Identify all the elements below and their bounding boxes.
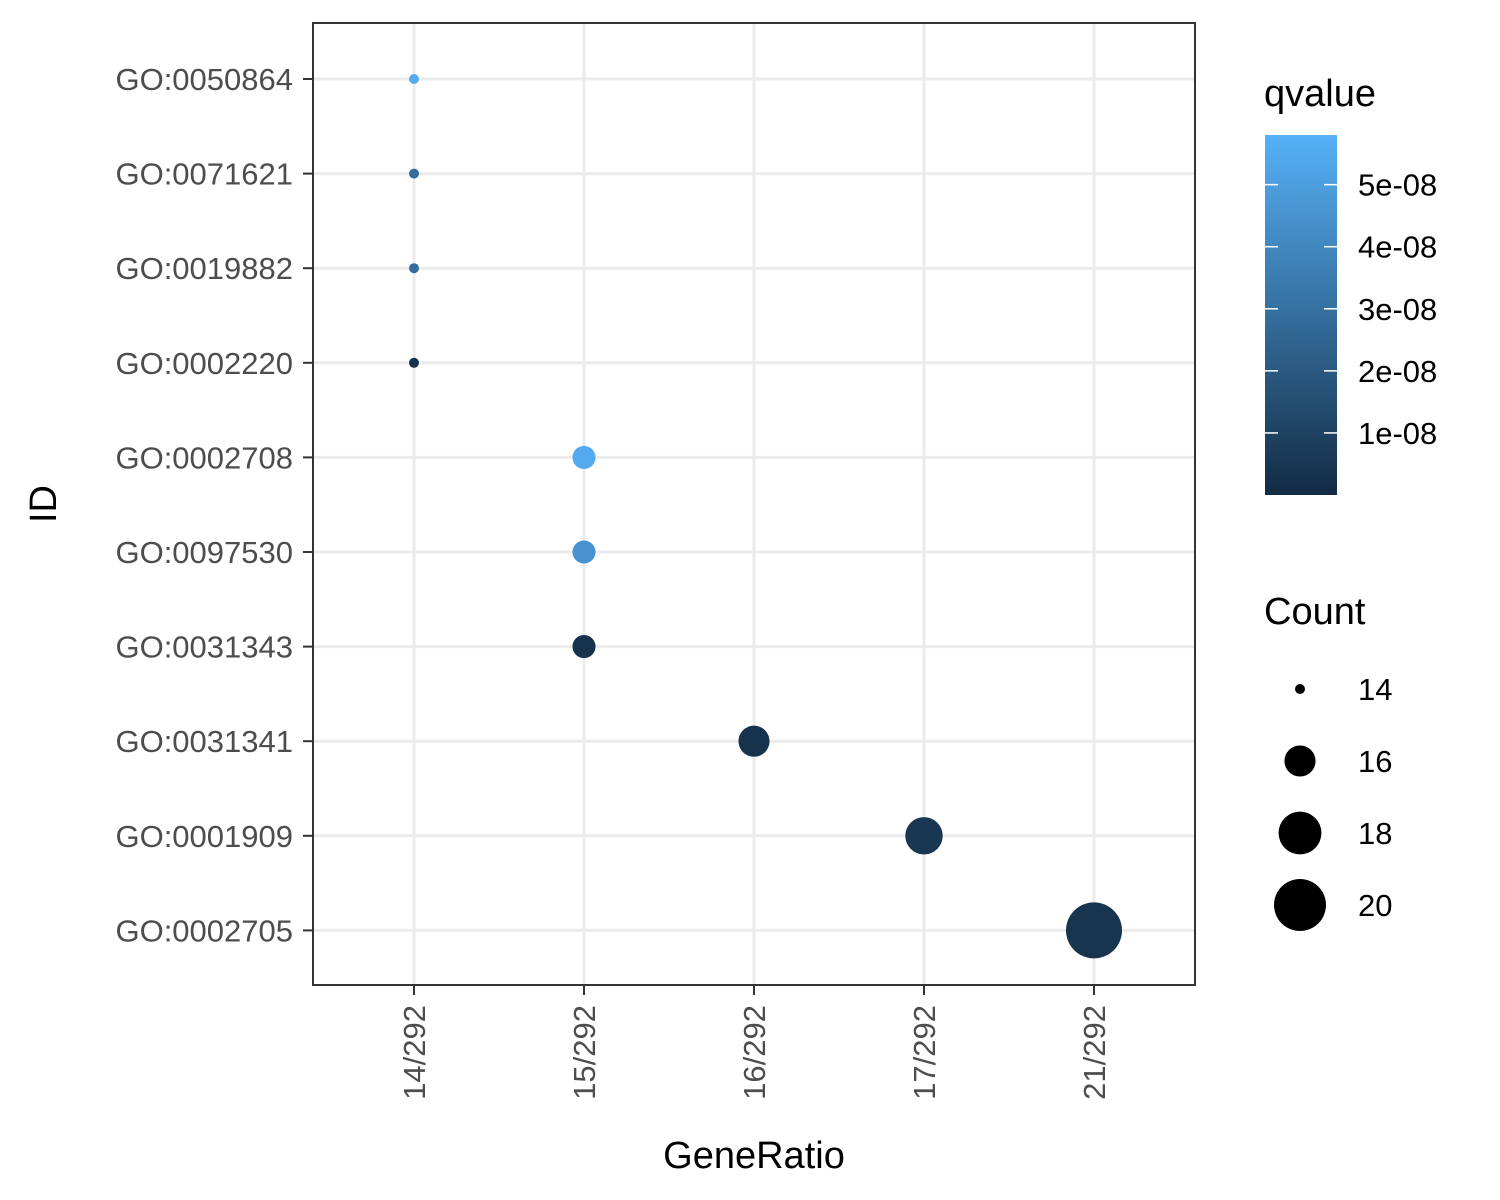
color-legend-title: qvalue [1264,73,1376,115]
y-axis: GO:0050864 GO:0071621 GO:0019882 GO:0002220… [115,62,313,948]
x-tick-label: 17/292 [907,1005,942,1100]
data-point-GO-0002705 [1066,902,1122,959]
color-legend-label: 1e-08 [1358,416,1437,451]
data-point-GO-0002220 [409,357,419,368]
data-point-GO-0097530 [572,540,596,564]
y-tick-label: GO:0002705 [115,913,293,948]
grid-lines [313,23,1195,985]
y-tick-label: GO:0031341 [115,724,293,759]
size-legend: Count 14 16 18 20 [1264,591,1392,931]
size-legend-label: 18 [1358,816,1392,851]
size-legend-dot [1274,879,1326,931]
y-axis-title: ID [23,485,65,523]
size-legend-dot [1295,684,1305,694]
data-point-GO-0019882 [409,263,419,274]
data-point-GO-0071621 [409,168,419,179]
data-point-GO-0031341 [738,725,770,757]
x-tick-label: 21/292 [1077,1005,1112,1100]
x-axis-title: GeneRatio [663,1135,845,1177]
size-legend-label: 16 [1358,744,1392,779]
x-axis: 14/292 15/292 16/292 17/292 21/292 [397,985,1112,1100]
y-tick-label: GO:0050864 [115,62,293,97]
x-tick-label: 15/292 [567,1005,602,1100]
data-point-GO-0050864 [409,74,419,84]
size-legend-dot [1284,745,1316,777]
color-legend-ticks: 1e-08 2e-08 3e-08 4e-08 5e-08 [1265,168,1437,451]
size-legend-dot [1278,811,1322,855]
color-legend-label: 3e-08 [1358,292,1437,327]
data-points [409,74,1122,959]
size-legend-items: 14 16 18 20 [1274,672,1392,931]
data-point-GO-0031343 [572,635,596,659]
size-legend-title: Count [1264,591,1366,633]
color-legend-label: 2e-08 [1358,354,1437,389]
color-legend-label: 5e-08 [1358,168,1437,203]
x-tick-label: 14/292 [397,1005,432,1100]
size-legend-label: 20 [1358,888,1392,923]
data-point-GO-0002708 [572,445,596,469]
y-tick-label: GO:0097530 [115,535,293,570]
y-tick-label: GO:0019882 [115,251,293,286]
x-tick-label: 16/292 [737,1005,772,1100]
color-legend-bar [1265,135,1337,495]
color-legend: qvalue 1e-08 2e-08 3e-08 4e-08 5e-08 [1264,73,1437,495]
data-point-GO-0001909 [905,817,943,855]
color-legend-label: 4e-08 [1358,230,1437,265]
y-tick-label: GO:0071621 [115,157,293,192]
size-legend-label: 14 [1358,672,1392,707]
y-tick-label: GO:0002220 [115,346,293,381]
y-tick-label: GO:0031343 [115,630,293,665]
y-tick-label: GO:0001909 [115,819,293,854]
y-tick-label: GO:0002708 [115,440,293,475]
